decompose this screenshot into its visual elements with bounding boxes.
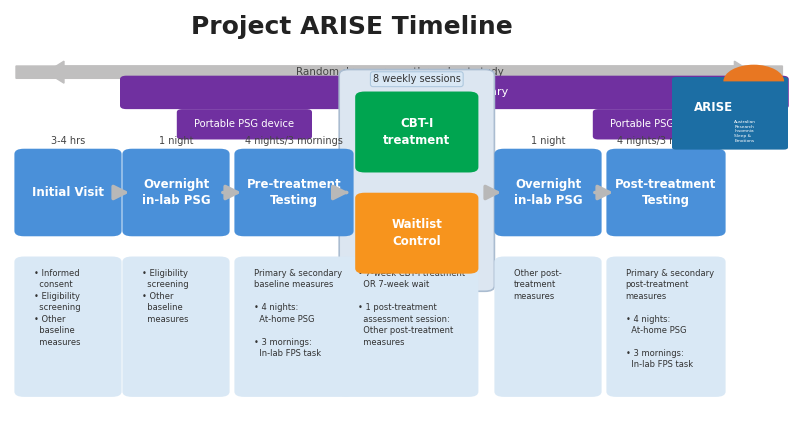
Text: • Informed
  consent
• Eligibility
  screening
• Other
  baseline
  measures: • Informed consent • Eligibility screeni… — [34, 269, 80, 347]
Text: ARISE: ARISE — [694, 101, 733, 114]
FancyArrow shape — [16, 61, 752, 83]
Text: Initial Visit: Initial Visit — [32, 186, 104, 199]
Wedge shape — [723, 65, 784, 81]
Text: Random drug screens throughout study: Random drug screens throughout study — [296, 67, 504, 77]
FancyBboxPatch shape — [177, 109, 312, 139]
FancyBboxPatch shape — [339, 70, 494, 291]
Text: • Eligibility
  screening
• Other
  baseline
  measures: • Eligibility screening • Other baseline… — [142, 269, 188, 324]
FancyBboxPatch shape — [355, 193, 478, 274]
FancyArrow shape — [46, 61, 782, 83]
FancyBboxPatch shape — [355, 92, 478, 172]
Text: Primary & secondary
baseline measures

• 4 nights:
  At-home PSG

• 3 mornings:
: Primary & secondary baseline measures • … — [254, 269, 342, 358]
FancyBboxPatch shape — [606, 149, 726, 236]
FancyBboxPatch shape — [122, 257, 230, 397]
FancyBboxPatch shape — [339, 257, 478, 397]
Text: Pre-treatment
Testing: Pre-treatment Testing — [246, 178, 342, 207]
Text: Primary & secondary
post-treatment
measures

• 4 nights:
  At-home PSG

• 3 morn: Primary & secondary post-treatment measu… — [626, 269, 714, 370]
Text: 1 night: 1 night — [158, 136, 194, 146]
Text: Overnight
in-lab PSG: Overnight in-lab PSG — [142, 178, 210, 207]
Text: Fitbit + Sleep Diary: Fitbit + Sleep Diary — [400, 88, 509, 97]
Text: Overnight
in-lab PSG: Overnight in-lab PSG — [514, 178, 582, 207]
Text: Post-treatment
Testing: Post-treatment Testing — [615, 178, 717, 207]
FancyBboxPatch shape — [606, 257, 726, 397]
Text: Portable PSG device: Portable PSG device — [194, 119, 294, 129]
Text: 1 night: 1 night — [530, 136, 566, 146]
Text: Portable PSG device: Portable PSG device — [610, 119, 710, 129]
Text: CBT-I
treatment: CBT-I treatment — [383, 117, 450, 147]
FancyBboxPatch shape — [494, 257, 602, 397]
Text: Project ARISE Timeline: Project ARISE Timeline — [191, 15, 513, 40]
Text: Australian
Research
Insomnia
Sleep &
Emotions: Australian Research Insomnia Sleep & Emo… — [734, 120, 756, 143]
FancyBboxPatch shape — [672, 77, 788, 150]
FancyBboxPatch shape — [494, 149, 602, 236]
FancyBboxPatch shape — [234, 149, 354, 236]
FancyBboxPatch shape — [120, 76, 789, 109]
Text: Other post-
treatment
measures: Other post- treatment measures — [514, 269, 562, 301]
FancyBboxPatch shape — [14, 149, 122, 236]
FancyBboxPatch shape — [122, 149, 230, 236]
Text: 4 nights/3 mornings: 4 nights/3 mornings — [617, 136, 715, 146]
FancyBboxPatch shape — [593, 109, 728, 139]
Text: 3-4 hrs: 3-4 hrs — [51, 136, 85, 146]
Text: Waitlist
Control: Waitlist Control — [391, 218, 442, 248]
FancyBboxPatch shape — [234, 257, 354, 397]
Text: 8 weekly sessions: 8 weekly sessions — [373, 74, 461, 84]
FancyBboxPatch shape — [14, 257, 122, 397]
Text: • 7-week CBT-I treatment
  OR 7-week wait

• 1 post-treatment
  assessment sessi: • 7-week CBT-I treatment OR 7-week wait … — [358, 269, 466, 347]
Text: 4 nights/3 mornings: 4 nights/3 mornings — [245, 136, 343, 146]
